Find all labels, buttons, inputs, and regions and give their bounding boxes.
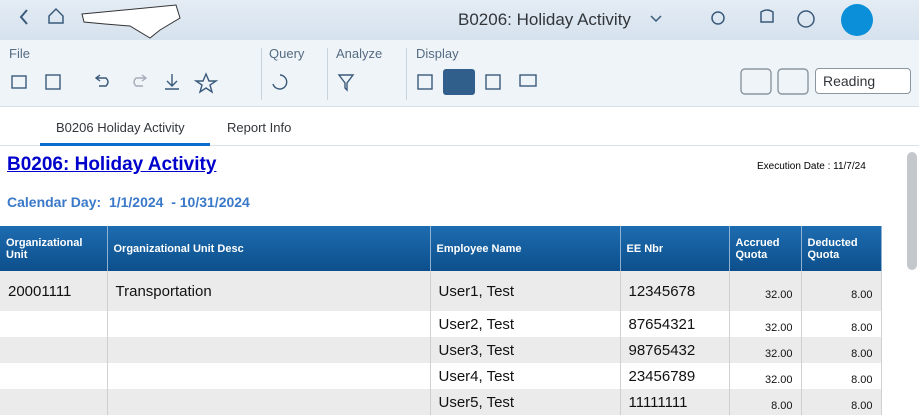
table-row: 20001111 Transportation User1, Test 1234567…	[0, 271, 882, 311]
table-cell	[0, 389, 108, 415]
help-icon[interactable]	[797, 10, 815, 28]
table-cell: 8.00	[729, 389, 802, 415]
back-icon[interactable]	[19, 9, 28, 25]
group-label: File	[9, 46, 30, 61]
table-cell: 32.00	[729, 337, 802, 363]
logo	[81, 4, 181, 39]
header-row: Organizational Unit Organizational Unit D…	[0, 226, 882, 271]
active-display-button[interactable]	[443, 69, 475, 95]
table-cell: 23456789	[620, 363, 730, 389]
separator	[327, 48, 328, 100]
export-icon[interactable]	[165, 74, 179, 90]
calendar-label: Calendar Day:	[7, 194, 102, 210]
table-cell: 12345678	[620, 271, 730, 311]
shell-bar: B0206: Holiday Activity	[0, 0, 919, 40]
group-label: Analyze	[336, 46, 383, 61]
tab[interactable]: Report Info	[227, 120, 292, 135]
search-icon[interactable]	[711, 11, 725, 25]
settings-button[interactable]	[740, 68, 772, 95]
table-cell: User3, Test	[430, 337, 621, 363]
calendar-day: Calendar Day: 1/1/2024 - 10/31/2024	[7, 194, 250, 210]
table-cell	[107, 311, 431, 337]
table-cell: 11111111	[620, 389, 730, 415]
calendar-range: 1/1/2024 - 10/31/2024	[108, 194, 250, 210]
table-row: User5, Test 11111111 8.00 8.00	[0, 389, 882, 415]
table-cell: 8.00	[801, 389, 882, 415]
table-cell	[107, 337, 431, 363]
column-header: EE Nbr	[620, 226, 730, 271]
undo-icon[interactable]	[94, 74, 109, 87]
home-icon[interactable]	[48, 7, 64, 24]
group-label: Query	[269, 46, 305, 61]
group-label: Display	[416, 46, 459, 61]
notification-icon[interactable]	[760, 9, 774, 23]
table-cell: 8.00	[801, 271, 882, 311]
fullscreen-icon[interactable]	[417, 74, 433, 90]
column-header: Organizational Unit Desc	[107, 226, 431, 271]
bookmark-icon[interactable]	[193, 72, 219, 94]
title-dropdown[interactable]	[650, 15, 662, 23]
table-cell: 87654321	[620, 311, 730, 337]
report-title[interactable]: B0206: Holiday Activity	[7, 154, 217, 175]
table-cell: 8.00	[801, 363, 882, 389]
table-cell: 8.00	[801, 311, 882, 337]
save-icon[interactable]	[45, 74, 61, 90]
table-cell	[0, 363, 108, 389]
app-title: B0206: Holiday Activity	[458, 10, 631, 29]
table-row: User4, Test 23456789 32.00 8.00	[0, 363, 882, 389]
tab[interactable]: B0206 Holiday Activity	[56, 120, 185, 135]
table-cell: 98765432	[620, 337, 730, 363]
column-header: Employee Name	[430, 226, 621, 271]
execution-date: Execution Date : 11/7/24	[757, 161, 866, 172]
column-header: Organizational Unit	[0, 226, 108, 271]
table-cell: 32.00	[729, 311, 802, 337]
table-cell: 32.00	[729, 363, 802, 389]
refresh-icon[interactable]	[272, 74, 288, 90]
table-row: User3, Test 98765432 32.00 8.00	[0, 337, 882, 363]
tab-bar: B0206 Holiday Activity Report Info	[0, 107, 919, 146]
view-select[interactable]: Reading	[815, 68, 911, 94]
table-cell: User4, Test	[430, 363, 621, 389]
table-cell: User2, Test	[430, 311, 621, 337]
separator	[406, 48, 407, 100]
column-header: Accrued Quota	[729, 226, 802, 271]
table-cell: User5, Test	[430, 389, 621, 415]
panel-icon[interactable]	[485, 74, 501, 90]
shell-icons	[19, 4, 873, 39]
clipboard-button[interactable]	[777, 68, 809, 95]
display-icon[interactable]	[519, 74, 537, 87]
table-cell: 20001111	[0, 271, 108, 311]
open-icon[interactable]	[11, 75, 27, 89]
table-cell: Transportation	[107, 271, 431, 311]
separator	[261, 48, 262, 100]
table-cell	[0, 337, 108, 363]
toolbar-icons	[11, 68, 891, 95]
tab-underline	[40, 143, 210, 146]
table-body: 20001111 Transportation User1, Test 1234567…	[0, 271, 882, 415]
filter-icon[interactable]	[337, 74, 355, 92]
table-cell: User1, Test	[430, 271, 621, 311]
avatar[interactable]	[841, 4, 873, 36]
table-cell	[0, 311, 108, 337]
column-header: Deducted Quota	[801, 226, 882, 271]
toolbar: File Query Analyze Display Reading	[0, 40, 919, 107]
scrollbar[interactable]	[907, 152, 917, 270]
table-cell	[107, 389, 431, 415]
report-table: Organizational Unit Organizational Unit D…	[0, 226, 882, 415]
table-cell: 32.00	[729, 271, 802, 311]
table-cell	[107, 363, 431, 389]
table-cell: 8.00	[801, 337, 882, 363]
table-row: User2, Test 87654321 32.00 8.00	[0, 311, 882, 337]
redo-icon[interactable]	[133, 74, 148, 87]
